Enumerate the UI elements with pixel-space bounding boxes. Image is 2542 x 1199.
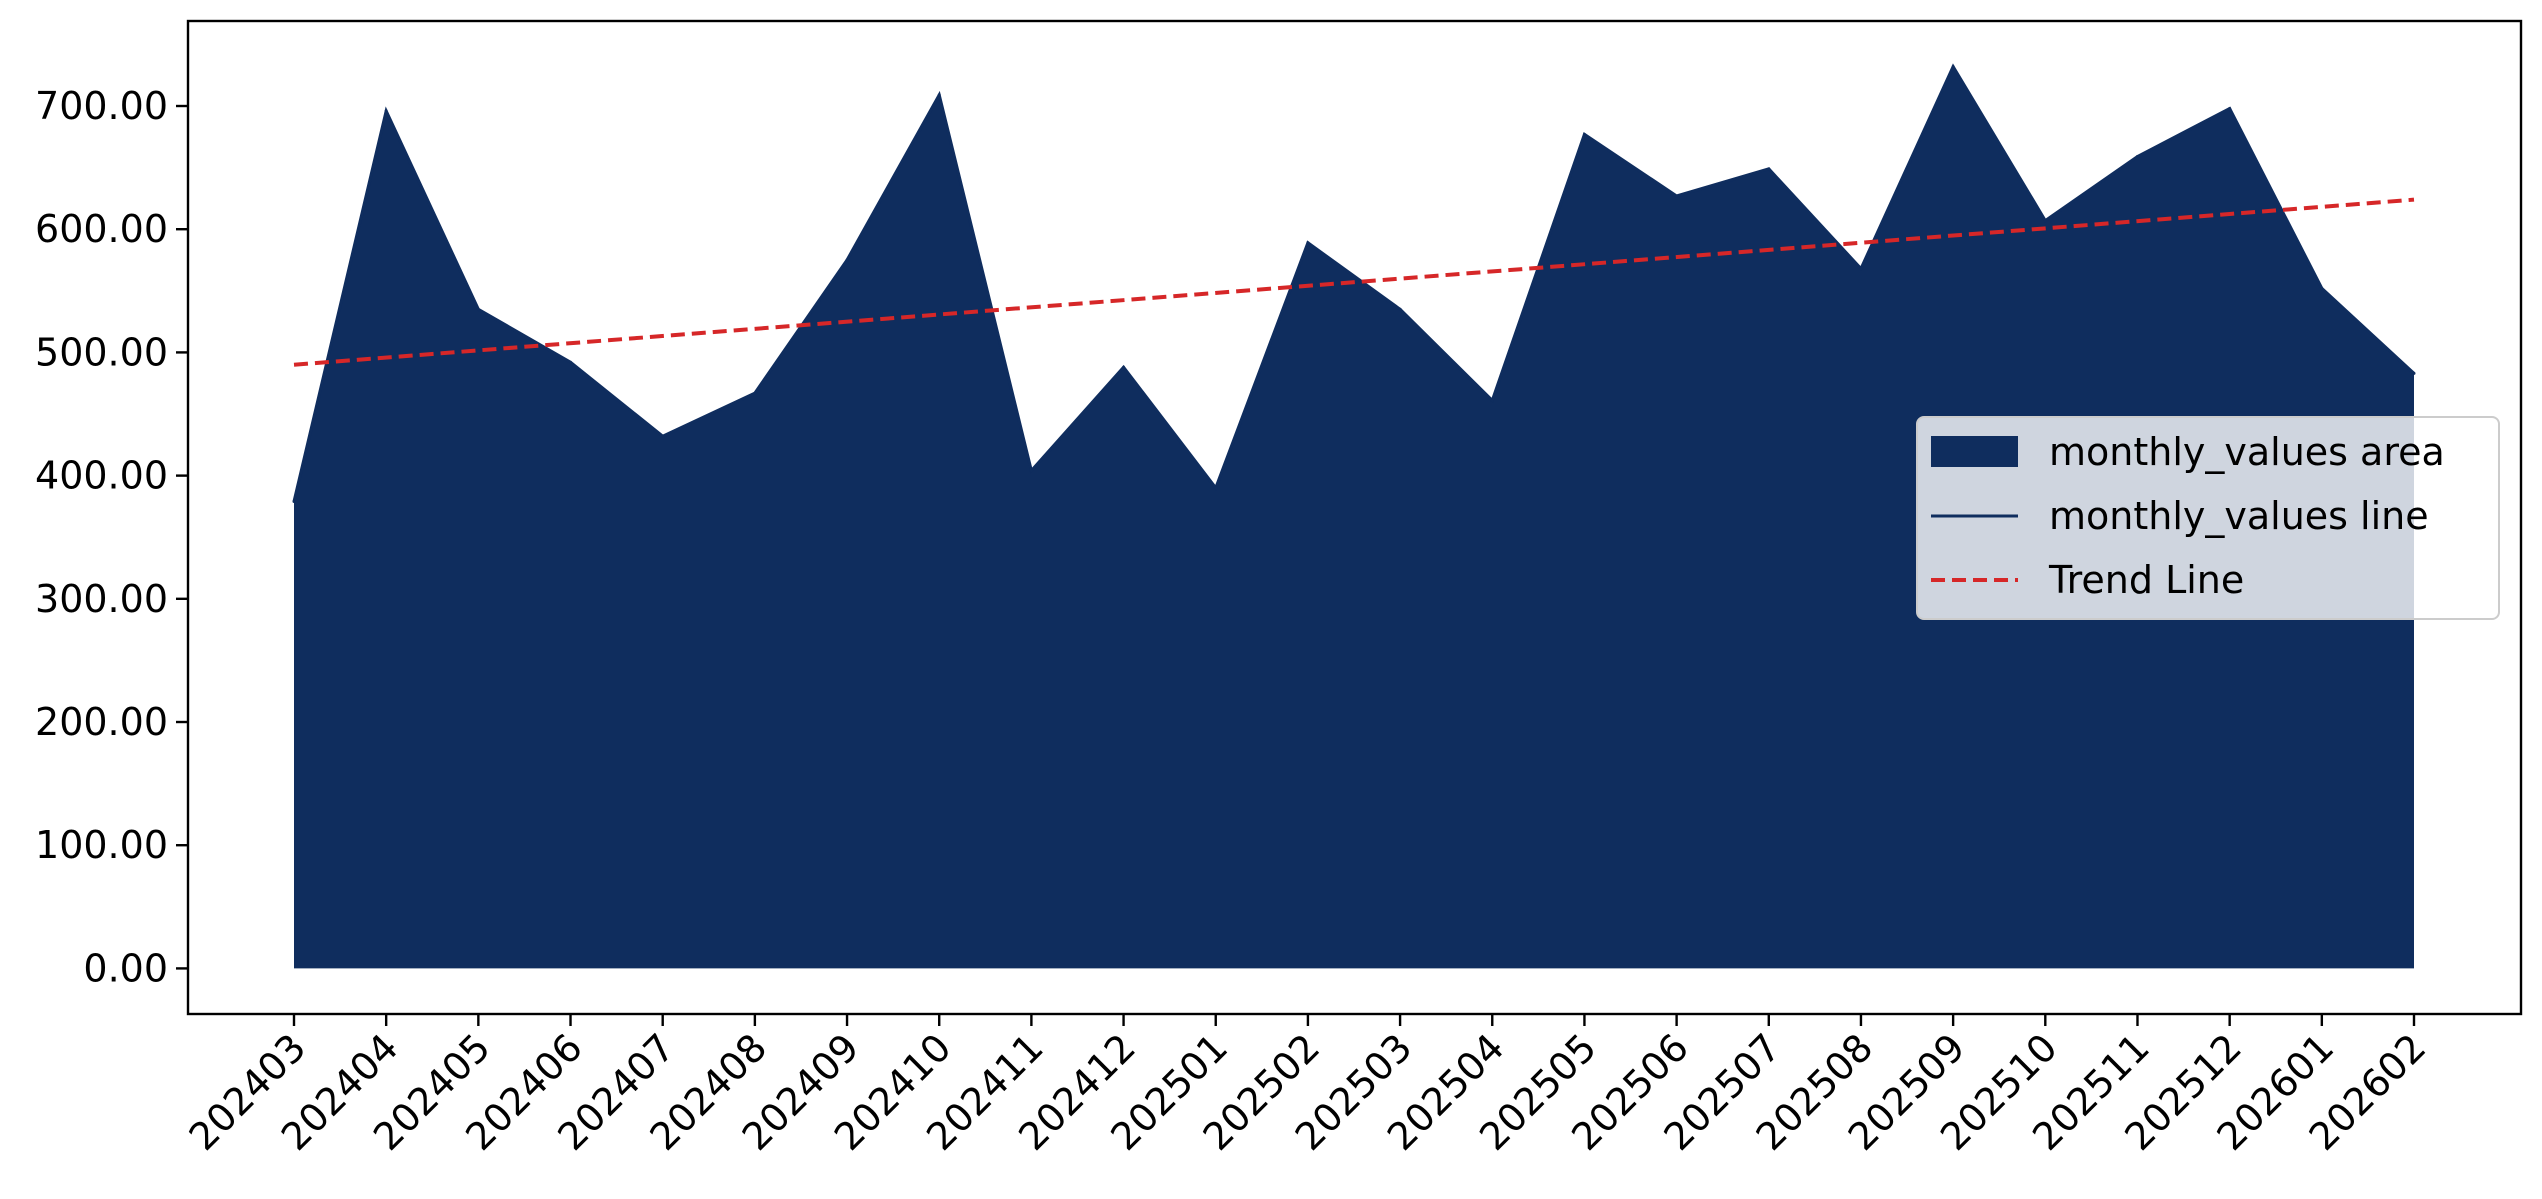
data-point-202506 xyxy=(1675,194,1679,198)
data-point-202403 xyxy=(292,499,296,503)
y-tick-label: 500.00 xyxy=(35,330,168,374)
legend-label-line: monthly_values line xyxy=(2049,494,2429,538)
data-point-202505 xyxy=(1582,132,1586,136)
data-point-202502 xyxy=(1306,241,1310,245)
y-tick-label: 600.00 xyxy=(35,207,168,251)
data-point-202406 xyxy=(569,360,573,364)
data-point-202504 xyxy=(1490,398,1494,402)
y-tick-label: 700.00 xyxy=(35,84,168,128)
legend: monthly_values area monthly_values line Tr… xyxy=(1916,416,2500,620)
data-point-202508 xyxy=(1859,267,1863,271)
area-series-fill xyxy=(294,66,2414,969)
data-point-202409 xyxy=(845,258,849,262)
data-point-202503 xyxy=(1398,307,1402,311)
line-series-path xyxy=(292,63,2416,502)
y-tick-label: 100.00 xyxy=(35,823,168,867)
y-tick-label: 200.00 xyxy=(35,700,168,744)
data-point-202507 xyxy=(1767,167,1771,171)
data-point-202407 xyxy=(661,434,665,438)
y-tick-label: 400.00 xyxy=(35,454,168,498)
data-point-202405 xyxy=(476,307,480,311)
data-point-202509 xyxy=(1951,65,1955,69)
axes-frame xyxy=(186,19,2523,1016)
y-axis: 0.00 100.00 200.00 300.00 400.00 500.00 600.00… xyxy=(35,84,188,990)
data-point-202404 xyxy=(384,109,388,113)
legend-label-trend: Trend Line xyxy=(2048,558,2244,602)
data-point-202412 xyxy=(1122,365,1126,369)
data-point-202410 xyxy=(937,93,941,97)
legend-box xyxy=(1916,416,2500,620)
legend-swatch-area xyxy=(1931,436,2018,467)
y-tick-label: 0.00 xyxy=(83,946,168,990)
data-point-202512 xyxy=(2228,106,2232,110)
x-axis: 2024032024042024052024062024072024082024… xyxy=(181,1014,2434,1159)
data-point-202510 xyxy=(2043,219,2047,223)
data-point-202408 xyxy=(753,391,757,395)
data-point-202601 xyxy=(2320,286,2324,290)
plot-area xyxy=(292,63,2416,969)
trend-line xyxy=(293,197,2415,367)
data-point-202602 xyxy=(2412,371,2416,375)
data-point-202411 xyxy=(1029,469,1033,473)
y-tick-label: 300.00 xyxy=(35,577,168,621)
data-point-202511 xyxy=(2135,155,2139,159)
legend-label-area: monthly_values area xyxy=(2049,430,2445,474)
data-point-202501 xyxy=(1214,486,1218,490)
